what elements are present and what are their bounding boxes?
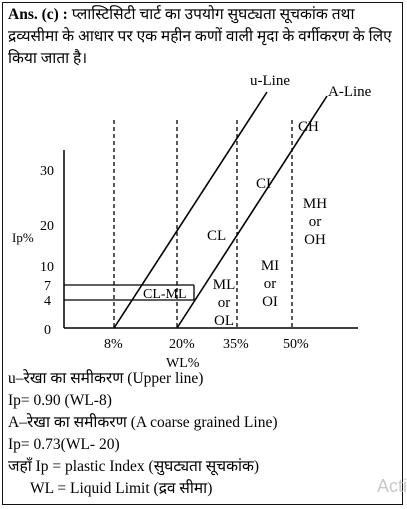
y-axis-label: Ip%: [12, 230, 34, 245]
u-line-title: u–रेखा का समीकरण (Upper line): [8, 370, 204, 387]
y-tick-20: 20: [40, 219, 54, 234]
intro-paragraph: Ans. (c) : प्लास्टिसिटी चार्ट का उपयोग स…: [8, 4, 400, 70]
y-tick-10: 10: [40, 260, 54, 275]
answer-label: Ans. (c) :: [8, 6, 68, 23]
zone-cl: CL: [207, 228, 226, 244]
zone-mi-or: or: [264, 276, 277, 292]
plasticity-chart: 0 4 7 10 20 30 Ip% 8% 20% 35% 50% WL% u-…: [12, 73, 372, 370]
zone-clml: CL-ML: [143, 287, 187, 302]
a-line-label: A-Line: [328, 84, 372, 100]
zone-oh: OH: [304, 232, 326, 248]
activation-watermark: Activate Windows: [377, 476, 407, 496]
intro-text: प्लास्टिसिटी चार्ट का उपयोग सुघट्यता सूच…: [8, 6, 392, 67]
zone-ol: OL: [214, 313, 234, 329]
equations-block: u–रेखा का समीकरण (Upper line) Ip= 0.90 (…: [8, 368, 400, 500]
x-tick-35: 35%: [223, 337, 249, 352]
ip-definition: जहाँ Ip = plastic Index (सुघट्यता सूचकां…: [8, 458, 260, 475]
zone-ci: CI: [256, 176, 271, 192]
wl-definition: WL = Liquid Limit (द्रव सीमा): [30, 480, 213, 497]
y-tick-7: 7: [44, 279, 51, 294]
a-line: [176, 95, 328, 329]
y-tick-4: 4: [44, 294, 51, 309]
zone-ml: ML: [213, 277, 236, 293]
a-line-equation: Ip= 0.73(WL- 20): [8, 436, 120, 453]
zone-oi: OI: [262, 294, 278, 310]
y-tick-30: 30: [40, 164, 54, 179]
u-line: [113, 91, 268, 329]
u-line-equation: Ip= 0.90 (WL-8): [8, 392, 112, 409]
zone-mh: MH: [303, 196, 327, 212]
answer-box: [2, 2, 403, 505]
a-line-title: A–रेखा का समीकरण (A coarse grained Line): [8, 414, 278, 431]
u-line-label: u-Line: [250, 73, 290, 89]
zone-mh-or: or: [309, 214, 322, 230]
x-tick-8: 8%: [104, 337, 123, 352]
x-axis-label: WL%: [166, 356, 200, 370]
y-tick-0: 0: [44, 323, 51, 338]
x-tick-20: 20%: [169, 337, 195, 352]
zone-mi: MI: [261, 258, 279, 274]
zone-ch: CH: [298, 119, 319, 135]
zone-ml-or: or: [218, 295, 231, 311]
x-tick-50: 50%: [283, 337, 309, 352]
